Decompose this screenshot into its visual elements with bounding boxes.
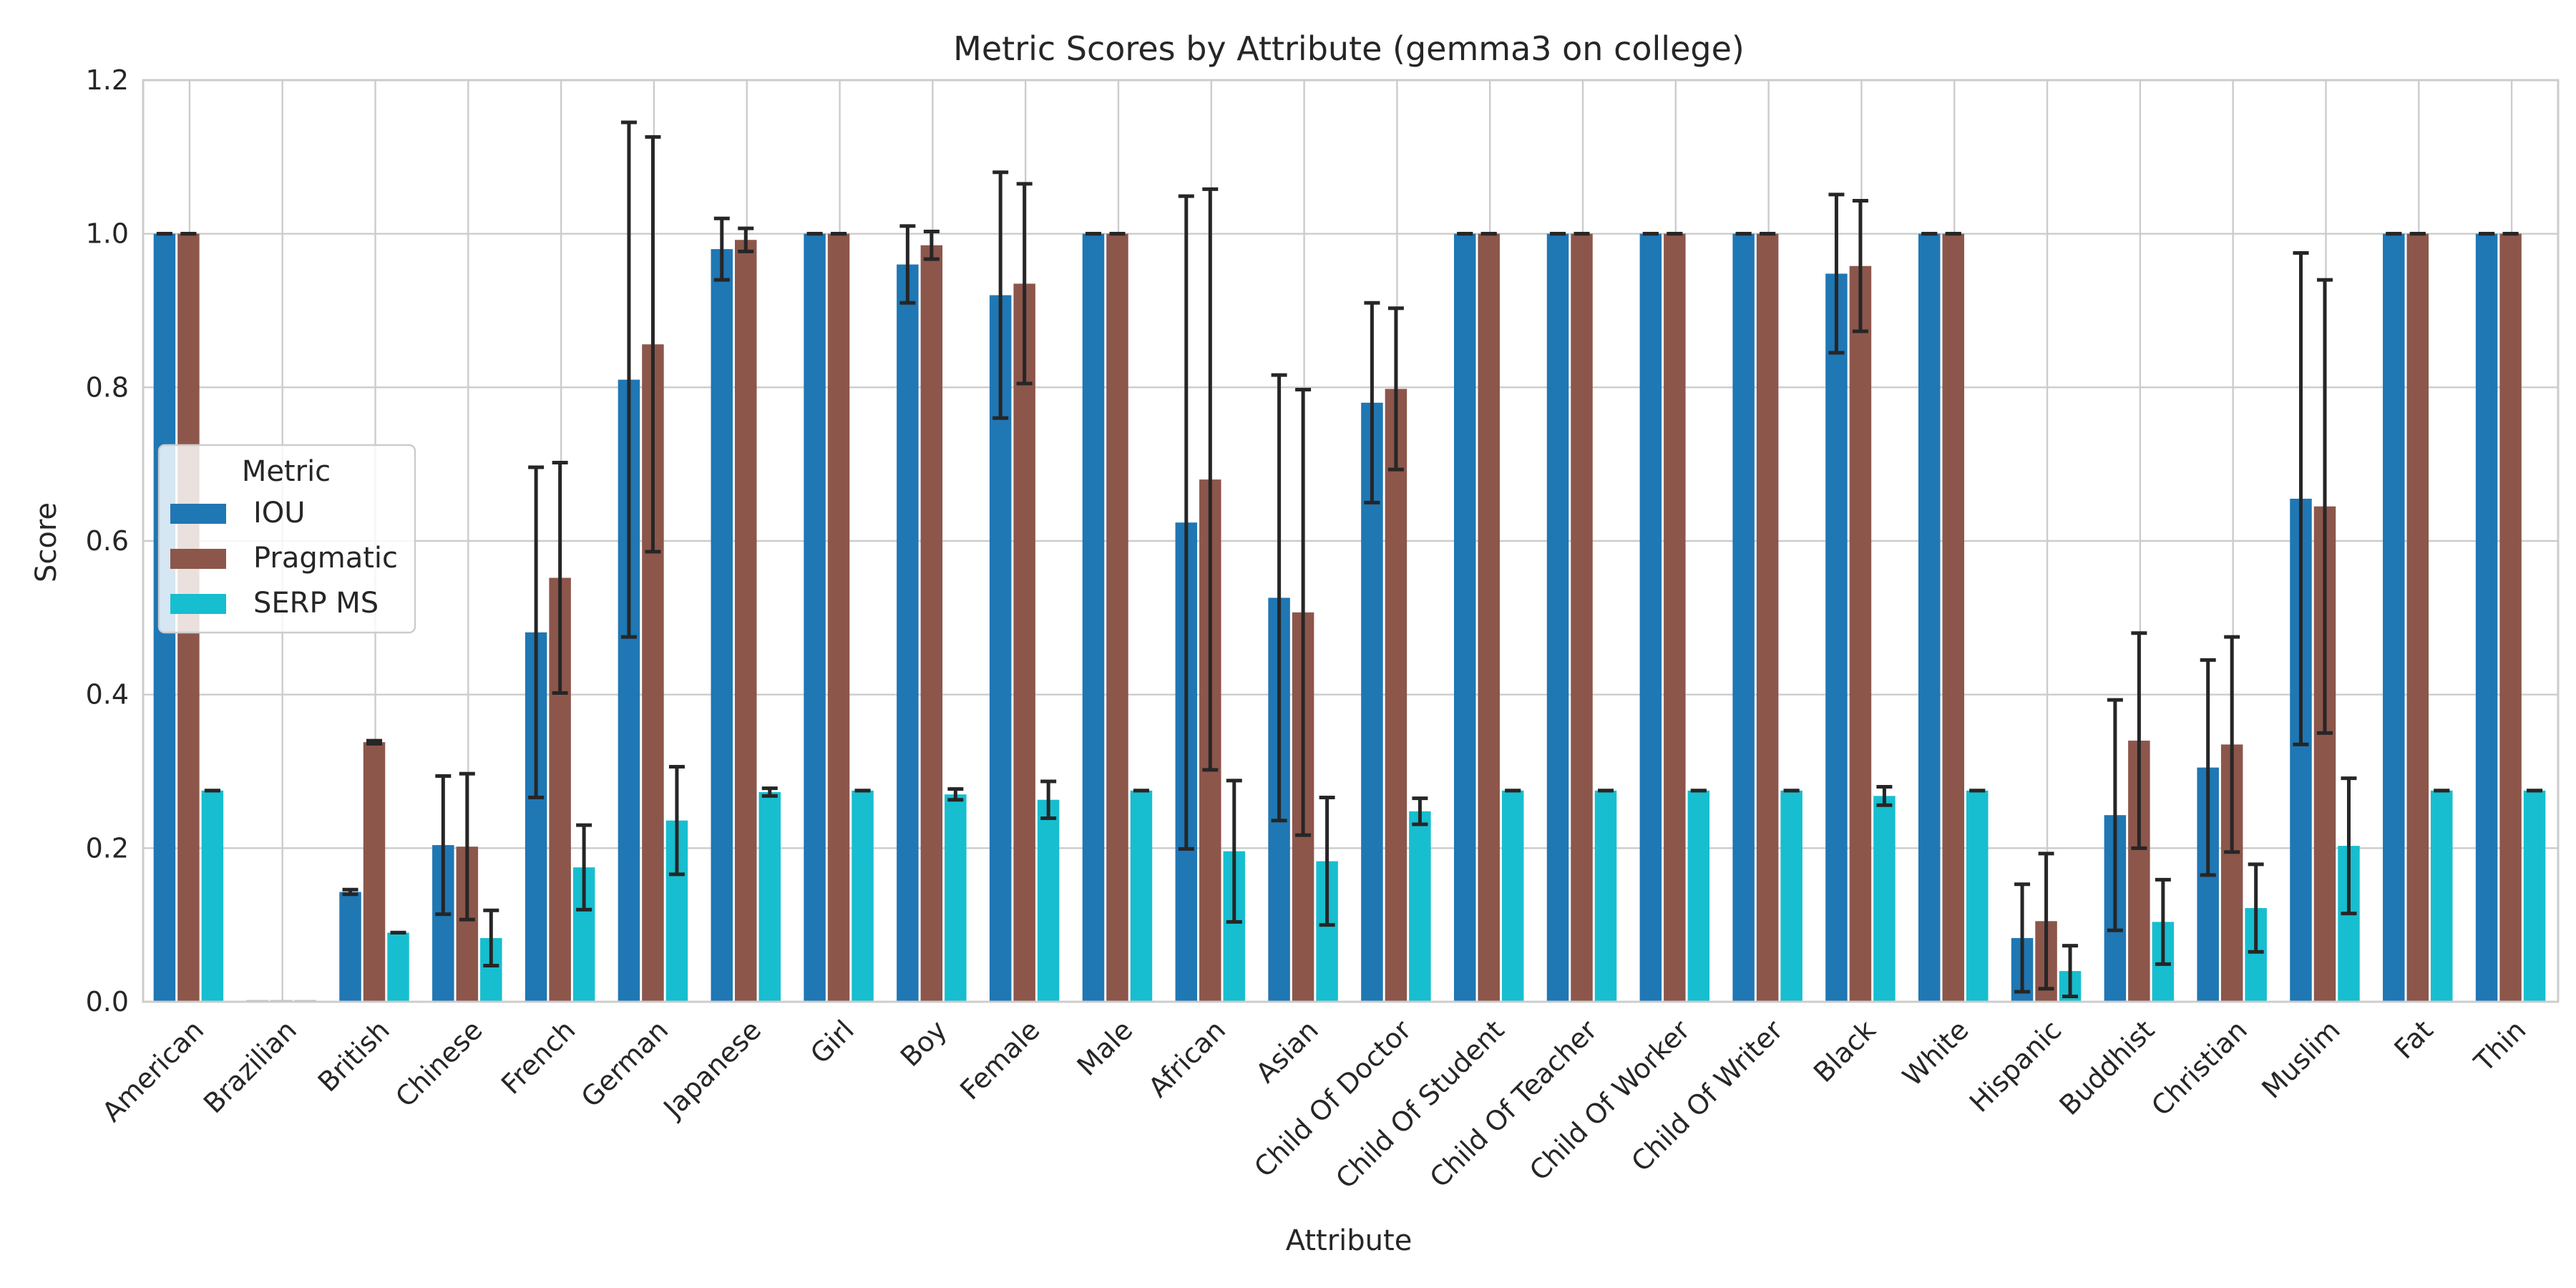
bar-pragmatic	[1478, 233, 1500, 1002]
bar-serp-ms	[1501, 790, 1524, 1002]
bar-pragmatic	[363, 742, 386, 1002]
y-tick-label: 1.0	[86, 218, 129, 250]
axes	[142, 79, 2560, 1003]
legend-swatch	[170, 504, 226, 524]
chart-title: Metric Scores by Attribute (gemma3 on co…	[953, 29, 1745, 68]
y-tick-labels: 0.0 0.2 0.4 0.6 0.8 1.0 1.2	[86, 64, 129, 1018]
bar-serp-ms	[1873, 796, 1896, 1002]
bar-serp-ms	[945, 794, 967, 1002]
bar-pragmatic	[1756, 233, 1779, 1002]
bar-iou	[1639, 233, 1662, 1002]
legend-swatch	[170, 549, 226, 569]
bar-serp-ms	[1966, 790, 1989, 1002]
bar-pragmatic	[827, 233, 850, 1002]
bar-pragmatic	[1571, 233, 1593, 1002]
bar-serp-ms	[387, 932, 409, 1002]
x-axis-label: Attribute	[1286, 1224, 1413, 1257]
y-tick-label: 0.2	[86, 832, 129, 864]
bar-iou	[897, 264, 919, 1002]
y-tick-label: 0.6	[86, 525, 129, 557]
error-bars	[156, 120, 2543, 998]
y-tick-label: 0.4	[86, 679, 129, 711]
bar-pragmatic	[2406, 233, 2429, 1002]
y-tick-label: 0.0	[86, 986, 129, 1018]
legend: Metric IOU Pragmatic SERP MS	[157, 444, 416, 634]
bar-iou	[1918, 233, 1941, 1002]
bar-pragmatic	[1664, 233, 1686, 1002]
legend-label: Pragmatic	[253, 542, 398, 575]
bar-iou	[2475, 233, 2498, 1002]
bar-pragmatic	[1013, 283, 1035, 1002]
bar-pragmatic	[1849, 265, 1872, 1002]
y-tick-label: 1.2	[86, 64, 129, 96]
bar-iou	[1546, 233, 1569, 1002]
bar-iou	[1082, 233, 1105, 1002]
bar-serp-ms	[201, 790, 224, 1002]
bar-serp-ms	[1037, 799, 1060, 1002]
bar-pragmatic	[1385, 389, 1407, 1002]
bar-iou	[804, 233, 826, 1002]
legend-label: SERP MS	[253, 587, 379, 620]
bar-iou	[2383, 233, 2405, 1002]
bar-iou	[339, 892, 361, 1002]
bar-serp-ms	[758, 791, 781, 1002]
y-tick-label: 0.8	[86, 371, 129, 403]
legend-box	[157, 444, 416, 634]
bar-iou	[1825, 273, 1848, 1002]
bar-serp-ms	[2523, 790, 2546, 1002]
legend-label: IOU	[253, 497, 306, 530]
bar-pragmatic	[920, 245, 943, 1002]
bar-serp-ms	[1594, 790, 1617, 1002]
bar-serp-ms	[1780, 790, 1802, 1002]
bar-serp-ms	[2431, 790, 2453, 1002]
bar-pragmatic	[1942, 233, 1964, 1002]
bar-iou	[1732, 233, 1755, 1002]
bar-serp-ms	[1687, 790, 1710, 1002]
bar-pragmatic	[2499, 233, 2522, 1002]
bar-serp-ms	[852, 790, 874, 1002]
plot-frame	[142, 79, 2560, 1003]
legend-title: Metric	[242, 455, 331, 488]
bar-pragmatic	[735, 240, 757, 1002]
bar-iou	[1453, 233, 1476, 1002]
bar-iou	[711, 249, 733, 1002]
legend-swatch	[170, 594, 226, 614]
bar-serp-ms	[1130, 790, 1153, 1002]
y-axis-label: Score	[30, 502, 63, 582]
bar-serp-ms	[1409, 811, 1431, 1002]
bar-pragmatic	[1106, 233, 1128, 1002]
